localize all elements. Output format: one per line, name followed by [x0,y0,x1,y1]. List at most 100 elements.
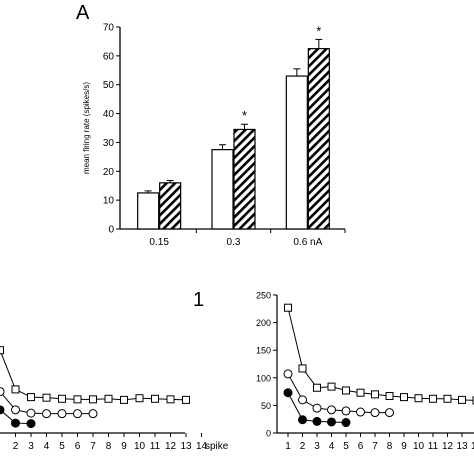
y-tick-label: 200 [256,318,271,328]
data-point-open-circle [298,395,307,405]
x-tick-label: 2 [300,441,306,452]
data-point-square [151,394,159,403]
data-point-square [73,395,82,404]
line-chart-right: 0501001502002501234567891011121314 [256,291,474,452]
data-point-open-circle [0,387,5,397]
x-tick-label: 0.6 nA [293,237,322,248]
data-point-square [11,385,20,394]
significance-marker: * [316,23,321,38]
data-point-square [27,393,35,402]
data-point-open-circle [356,407,365,417]
y-axis-label: mean firing rate (spikes/s) [82,82,91,174]
x-tick-label: 14 [471,441,474,452]
data-point-square [42,393,51,402]
x-tick-label: 2 [13,441,19,452]
data-point-open-circle [26,408,36,418]
y-tick-label: 0 [108,225,114,236]
x-tick-label: 4 [44,441,50,452]
data-point-square [414,394,423,403]
bar-open [137,192,160,230]
data-point-filled-circle [312,416,322,426]
data-point-open-circle [312,403,322,413]
x-tick-label: 6 [75,441,81,452]
y-tick-label: 50 [261,401,271,411]
data-point-filled-circle [283,388,293,398]
bar-open [211,149,234,230]
x-tick-label: 7 [90,441,96,452]
data-point-open-circle [57,409,67,419]
x-tick-label: 12 [165,441,177,452]
y-tick-label: 60 [103,51,115,62]
x-tick-label: 10 [413,441,425,452]
data-point-square [135,394,144,403]
data-point-square [298,364,307,373]
data-point-filled-circle [0,405,5,415]
x-tick-label: 13 [180,441,192,452]
data-point-square [0,346,4,355]
data-point-square [89,395,97,404]
y-tick-label: 30 [103,138,115,149]
x-tick-label: 3 [314,441,320,452]
data-point-open-circle [88,409,98,419]
y-tick-label: 250 [256,291,271,301]
x-tick-label: 12 [442,441,454,452]
data-point-filled-circle [11,418,20,428]
data-point-open-circle [385,408,394,418]
x-tick-label: 13 [456,441,468,452]
data-point-open-circle [11,405,20,415]
x-tick-label: 8 [387,441,393,452]
bar-open [285,75,308,230]
data-point-square [166,395,175,404]
x-tick-label: 5 [343,441,349,452]
data-point-square [182,395,190,404]
bar-hatched [159,182,182,230]
x-tick-label: 4 [329,441,335,452]
data-point-square [327,382,336,391]
y-tick-label: 100 [256,373,271,383]
data-point-square [443,394,452,403]
data-point-open-circle [283,369,293,379]
panel-label-1: 1 [193,289,204,311]
y-tick-label: 50 [103,80,115,91]
data-point-open-circle [341,406,351,416]
y-tick-label: 20 [103,167,115,178]
data-point-square [104,394,113,403]
data-point-open-circle [42,409,51,419]
data-point-square [58,394,66,403]
data-point-square [429,394,437,403]
data-point-square [284,303,292,312]
data-point-square [458,395,466,404]
data-point-square [313,383,321,392]
y-tick-label: 70 [103,23,115,34]
x-tick-label: 9 [401,441,407,452]
series-line-square-open [0,350,187,401]
data-point-filled-circle [26,419,36,429]
bar-chart-firing-rate: 0 10 20 30 40 50 60 70 mean firing rate (spikes/… [82,23,346,248]
x-tick-label: 10 [134,441,146,452]
data-point-square [342,386,350,395]
x-tick-label: 0.3 [227,237,241,248]
data-point-filled-circle [298,415,307,425]
x-tick-label: 0.15 [149,237,169,248]
y-tick-label: 40 [103,109,115,120]
x-tick-label: 1 [285,441,291,452]
x-tick-label: 5 [59,441,65,452]
bar-hatched [307,48,330,230]
data-point-square [120,395,128,404]
x-tick-label: 6 [358,441,364,452]
data-point-open-circle [327,405,336,415]
x-axis-label: spike [205,441,229,452]
significance-marker: * [242,108,247,123]
data-point-filled-circle [327,417,336,427]
y-tick-label: 150 [256,346,271,356]
data-point-square [371,390,379,399]
x-tick-label: 14 [196,441,208,452]
data-point-open-circle [73,409,82,419]
y-tick-label: 0 [266,429,271,439]
x-tick-label: 7 [372,441,378,452]
bar-hatched [233,128,256,230]
data-point-square [400,393,408,402]
x-tick-label: 9 [121,441,127,452]
